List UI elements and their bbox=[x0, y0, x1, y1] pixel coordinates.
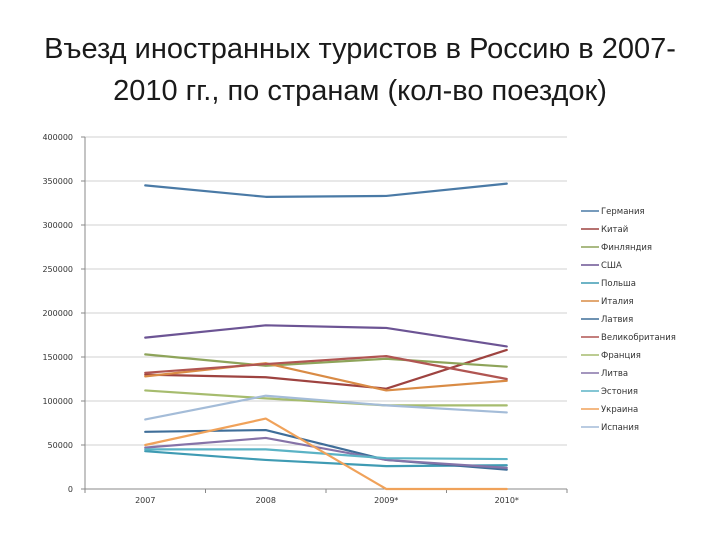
y-tick-label: 0 bbox=[68, 485, 73, 494]
y-tick-label: 350000 bbox=[42, 177, 73, 186]
legend-label: Латвия bbox=[601, 315, 633, 325]
x-tick-label: 2010* bbox=[495, 496, 519, 505]
x-tick-label: 2009* bbox=[374, 496, 398, 505]
y-tick-label: 400000 bbox=[42, 133, 73, 142]
series-line bbox=[144, 324, 508, 348]
series-line bbox=[144, 353, 508, 368]
series-line bbox=[144, 394, 508, 421]
legend-label: Украина bbox=[601, 405, 638, 415]
y-tick-label: 200000 bbox=[42, 309, 73, 318]
legend: Германия Китай Финляндия США Польша Италия Лат… bbox=[581, 207, 676, 433]
series-line bbox=[144, 182, 508, 198]
legend-label: Литва bbox=[601, 369, 628, 379]
chart-title-line-1: Въезд иностранных туристов в Россию в 20… bbox=[44, 33, 676, 65]
legend-label: Китай bbox=[601, 225, 628, 235]
series-line bbox=[144, 355, 508, 381]
legend-label: Финляндия bbox=[601, 243, 652, 253]
legend-label: США bbox=[601, 261, 622, 271]
legend-label: Великобритания bbox=[601, 333, 676, 343]
series-line bbox=[144, 389, 508, 407]
series-line bbox=[144, 362, 508, 392]
axes: 0 50000 100000 150000 200000 250000 300000 3500… bbox=[42, 133, 568, 505]
y-tick-label: 250000 bbox=[42, 265, 73, 274]
legend-label: Франция bbox=[601, 351, 641, 361]
gridlines bbox=[85, 136, 567, 446]
legend-label: Эстония bbox=[601, 387, 638, 397]
y-tick-label: 150000 bbox=[42, 353, 73, 362]
x-tick-label: 2008 bbox=[256, 496, 276, 505]
legend-label: Испания bbox=[601, 423, 639, 433]
x-tick-label: 2007 bbox=[135, 496, 155, 505]
y-tick-label: 300000 bbox=[42, 221, 73, 230]
legend-label: Германия bbox=[601, 207, 645, 217]
y-tick-label: 100000 bbox=[42, 397, 73, 406]
y-tick-label: 50000 bbox=[48, 441, 73, 450]
chart-title: Въезд иностранных туристов в Россию в 20… bbox=[30, 28, 690, 112]
series-lines bbox=[144, 182, 508, 491]
chart-title-line-2: 2010 гг., по странам (кол-во поездок) bbox=[113, 75, 607, 107]
series-line bbox=[144, 436, 508, 469]
series-line bbox=[144, 348, 508, 390]
legend-label: Польша bbox=[601, 279, 636, 289]
series-line bbox=[144, 417, 508, 491]
legend-label: Италия bbox=[601, 297, 634, 307]
